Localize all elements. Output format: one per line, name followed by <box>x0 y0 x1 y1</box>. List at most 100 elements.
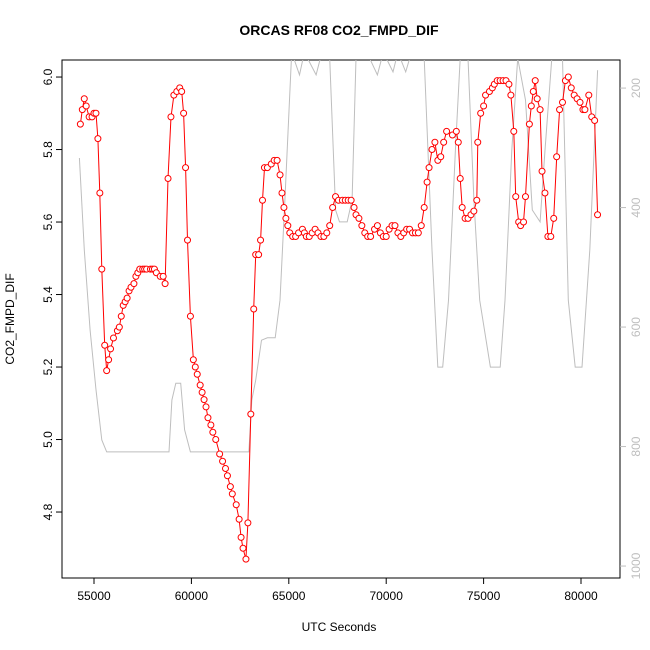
data-point <box>278 189 286 197</box>
data-point <box>209 428 217 436</box>
data-point <box>92 109 100 117</box>
data-point <box>531 77 539 85</box>
y-tick-label: 5.8 <box>41 141 55 158</box>
plot-area <box>76 60 602 563</box>
data-point <box>367 233 375 241</box>
data-point <box>470 207 478 215</box>
y-tick-label: 6.0 <box>41 68 55 85</box>
data-point <box>417 222 425 230</box>
data-point <box>250 305 258 313</box>
data-point <box>193 370 201 378</box>
data-point <box>184 236 192 244</box>
data-point <box>117 312 125 320</box>
x-tick-label: 80000 <box>564 589 598 603</box>
data-point <box>507 91 515 99</box>
y-tick-label: 5.6 <box>41 213 55 230</box>
data-point <box>473 196 481 204</box>
data-point <box>541 189 549 197</box>
data-point <box>212 436 220 444</box>
data-point <box>477 109 485 117</box>
data-point <box>182 164 190 172</box>
data-point <box>109 334 117 342</box>
data-point <box>276 171 284 179</box>
data-point <box>585 91 593 99</box>
data-point <box>196 381 204 389</box>
y-tick-label: 5.4 <box>41 286 55 303</box>
data-point <box>533 95 541 103</box>
data-point <box>538 167 546 175</box>
data-point <box>273 156 281 164</box>
data-point <box>130 280 138 288</box>
data-point <box>232 501 240 509</box>
data-point <box>567 84 575 92</box>
data-point <box>115 323 123 331</box>
data-point <box>198 388 206 396</box>
data-point <box>358 222 366 230</box>
data-point <box>505 80 513 88</box>
data-point <box>237 533 245 541</box>
y-axis-label: CO2_FMPD_DIF <box>3 273 17 364</box>
data-point <box>178 88 186 96</box>
data-point <box>443 127 451 135</box>
series-line <box>79 75 599 560</box>
data-point <box>576 98 584 106</box>
data-point <box>167 113 175 121</box>
data-point <box>323 229 331 237</box>
data-point <box>414 229 422 237</box>
data-point <box>161 280 169 288</box>
data-point <box>536 106 544 114</box>
y2-tick-label: 400 <box>629 197 643 217</box>
data-point <box>235 515 243 523</box>
data-point <box>191 363 199 371</box>
data-point <box>76 120 84 128</box>
data-point <box>221 465 229 473</box>
y2-tick-label: 600 <box>629 317 643 337</box>
data-point <box>550 214 558 222</box>
data-point <box>280 204 288 212</box>
data-point <box>284 222 292 230</box>
data-point <box>326 222 334 230</box>
data-point <box>425 164 433 172</box>
data-point <box>440 138 448 146</box>
data-point <box>200 396 208 404</box>
data-point <box>226 483 234 491</box>
data-point <box>242 555 250 563</box>
data-point <box>556 106 564 114</box>
data-point <box>458 204 466 212</box>
data-point <box>512 193 520 201</box>
data-point <box>428 146 436 154</box>
x-tick-label: 75000 <box>467 589 501 603</box>
data-point <box>107 345 115 353</box>
data-point <box>255 251 263 259</box>
data-point <box>437 153 445 161</box>
y2-tick-label: 800 <box>629 436 643 456</box>
data-point <box>103 367 111 375</box>
x-tick-label: 70000 <box>370 589 404 603</box>
data-point <box>474 138 482 146</box>
y2-tick-label: 1000 <box>629 552 643 579</box>
data-point <box>228 490 236 498</box>
data-point <box>456 175 464 183</box>
data-point <box>223 472 231 480</box>
y-tick-label: 4.8 <box>41 503 55 520</box>
data-point <box>257 236 265 244</box>
data-point <box>594 211 602 219</box>
data-point <box>80 95 88 103</box>
data-point <box>553 153 561 161</box>
data-point <box>529 88 537 96</box>
data-point <box>244 519 252 527</box>
data-point <box>350 204 358 212</box>
data-point <box>480 102 488 110</box>
y2-tick-label: 200 <box>629 78 643 98</box>
data-point <box>219 457 227 465</box>
y-tick-label: 5.0 <box>41 431 55 448</box>
data-point <box>355 214 363 222</box>
data-point <box>547 233 555 241</box>
data-point <box>239 544 247 552</box>
data-point <box>521 193 529 201</box>
data-point <box>82 102 90 110</box>
data-point <box>216 450 224 458</box>
x-axis-label: UTC Seconds <box>302 620 377 634</box>
data-point <box>259 196 267 204</box>
